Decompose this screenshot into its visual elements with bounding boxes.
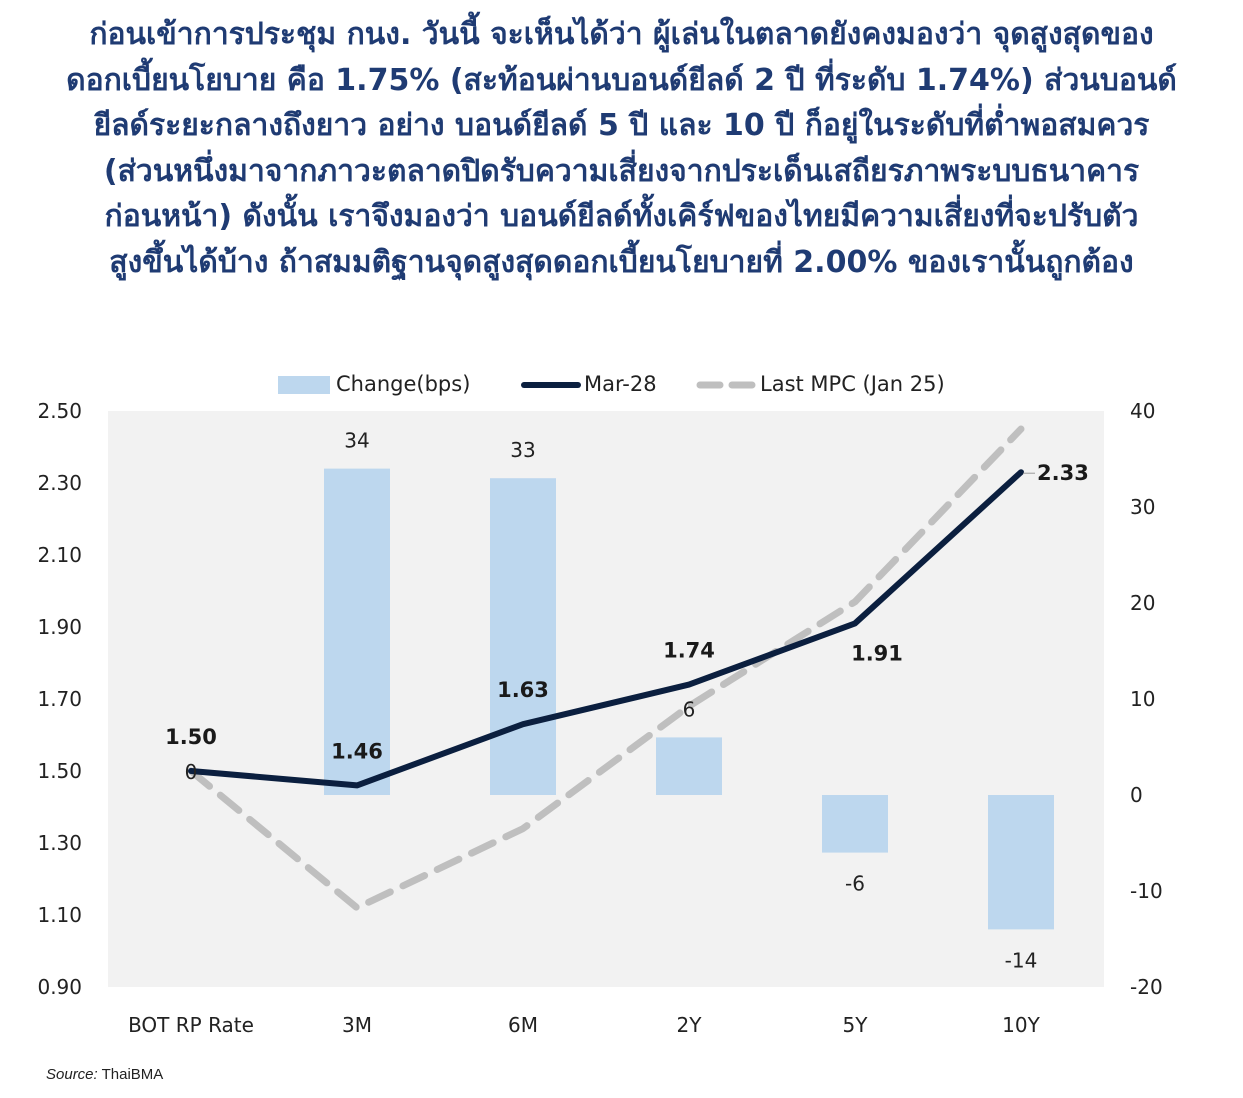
x-tick-label: 3M [342, 1013, 372, 1037]
y-right-tick-label: 40 [1130, 399, 1155, 423]
headline-line: ดอกเบี้ยนโยบาย คือ 1.75% (สะท้อนผ่านบอนด… [66, 62, 1177, 98]
y-right-tick-label: 20 [1130, 591, 1155, 615]
bar-value-label: 33 [510, 438, 535, 462]
source-value: ThaiBMA [101, 1066, 164, 1083]
legend-swatch-change [278, 376, 330, 394]
y-right-tick-label: -10 [1130, 879, 1163, 903]
legend-label-mar-28: Mar-28 [584, 372, 657, 396]
y-left-tick-label: 0.90 [37, 975, 82, 999]
change-bar [656, 737, 722, 795]
change-bar [988, 795, 1054, 930]
last-mpc-line [187, 425, 1025, 912]
change-bar [324, 468, 390, 795]
line-value-label: 2.33 [1037, 461, 1089, 485]
mar-28-line [188, 469, 1024, 789]
y-left-tick-label: 1.90 [37, 615, 82, 639]
x-tick-label: 5Y [843, 1013, 869, 1037]
headline-line: สูงขึ้นได้บ้าง ถ้าสมมติฐานจุดสูงสุดดอกเบ… [109, 244, 1134, 280]
bar-value-label: 6 [683, 697, 696, 721]
line-value-label: 1.91 [851, 641, 903, 665]
source-note: Source: ThaiBMA [46, 1066, 163, 1083]
bar-value-label: -14 [1005, 948, 1038, 972]
change-bar [490, 478, 556, 795]
y-left-tick-label: 1.10 [37, 903, 82, 927]
headline-line: ก่อนหน้า) ดังนั้น เราจึงมองว่า บอนด์ยีลด… [104, 199, 1139, 234]
source-label: Source: [46, 1066, 98, 1083]
change-bar [822, 795, 888, 853]
legend-label-last-mpc: Last MPC (Jan 25) [760, 372, 945, 396]
bar-value-label: 0 [185, 760, 198, 784]
y-right-tick-label: 30 [1130, 495, 1155, 519]
y-left-tick-label: 1.70 [37, 687, 82, 711]
y-right-tick-label: 0 [1130, 783, 1143, 807]
plot-area [108, 411, 1104, 987]
x-tick-label: 10Y [1002, 1013, 1040, 1037]
bar-value-label: 34 [344, 429, 369, 453]
headline-line: ยีลด์ระยะกลางถึงยาว อย่าง บอนด์ยีลด์ 5 ป… [93, 108, 1150, 143]
y-left-tick-label: 2.10 [37, 543, 82, 567]
y-left-tick-label: 1.50 [37, 759, 82, 783]
headline-line: ก่อนเข้าการประชุม กนง. วันนี้ จะเห็นได้ว… [89, 17, 1154, 52]
line-value-label: 1.46 [331, 739, 383, 763]
x-tick-label: 2Y [677, 1013, 703, 1037]
y-right-tick-label: 10 [1130, 687, 1155, 711]
line-value-label: 1.50 [165, 725, 217, 749]
line-value-label: 1.74 [663, 639, 715, 663]
y-left-tick-label: 1.30 [37, 831, 82, 855]
y-left-tick-label: 2.50 [37, 399, 82, 423]
y-right-tick-label: -20 [1130, 975, 1163, 999]
headline: ก่อนเข้าการประชุม กนง. วันนี้ จะเห็นได้ว… [20, 12, 1223, 285]
x-tick-label: 6M [508, 1013, 538, 1037]
legend-label-change: Change(bps) [336, 372, 470, 396]
y-left-tick-label: 2.30 [37, 471, 82, 495]
x-tick-label: BOT RP Rate [128, 1013, 254, 1037]
bar-value-label: -6 [845, 872, 865, 896]
headline-line: (ส่วนหนึ่งมาจากภาวะตลาดปิดรับความเสี่ยงจ… [103, 153, 1140, 189]
line-value-label: 1.63 [497, 678, 549, 702]
